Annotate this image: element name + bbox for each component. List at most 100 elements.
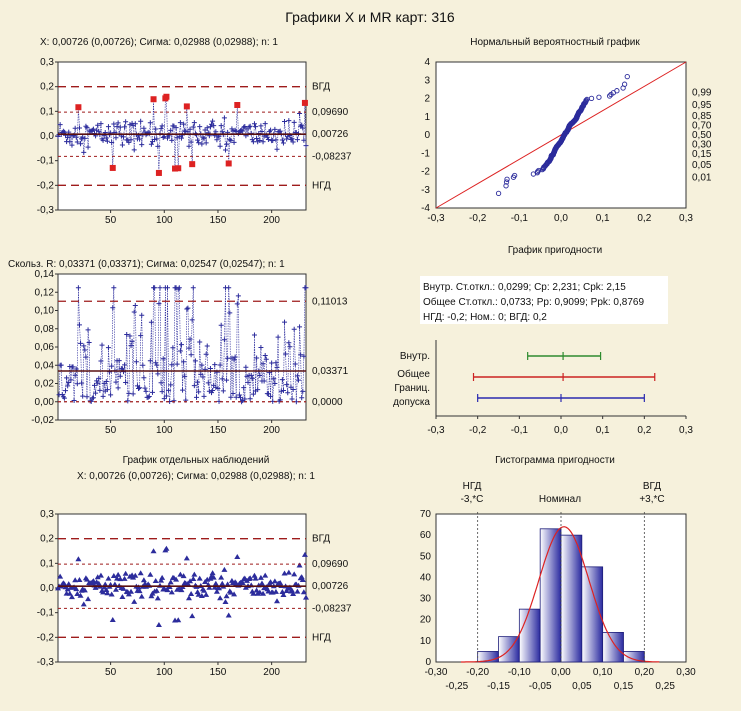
mr-chart-point bbox=[130, 391, 136, 397]
mr-chart-point bbox=[289, 396, 295, 402]
mr-chart-point bbox=[93, 390, 99, 396]
histogram-xtick: -0,10 bbox=[508, 667, 531, 678]
indiv-chart-point bbox=[76, 576, 83, 582]
mr-chart-point bbox=[117, 373, 123, 379]
mr-chart-point bbox=[176, 285, 182, 291]
indiv-chart-point bbox=[97, 572, 104, 578]
x-chart-point bbox=[218, 123, 224, 129]
indiv-chart-point bbox=[161, 585, 168, 591]
x-chart-point bbox=[123, 119, 129, 125]
x-chart-point bbox=[147, 120, 153, 126]
indiv-chart-point bbox=[239, 580, 246, 586]
indiv-chart-point bbox=[221, 566, 228, 572]
normal-ytick: 0 bbox=[424, 130, 430, 141]
indiv-chart-right-label: НГД bbox=[312, 632, 331, 643]
x-chart-point-out bbox=[109, 164, 116, 171]
histogram-normal-curve bbox=[461, 526, 660, 663]
indiv-chart-point bbox=[175, 617, 182, 623]
indiv-chart-right-label: 0,00726 bbox=[312, 581, 349, 592]
mr-chart-point bbox=[94, 378, 100, 384]
x-chart-point bbox=[288, 136, 294, 142]
mr-chart-point bbox=[122, 362, 128, 368]
mr-chart-point bbox=[160, 356, 166, 362]
indiv-chart-right-label: ВГД bbox=[312, 534, 330, 545]
mr-chart-point bbox=[111, 285, 117, 291]
mr-chart-xtick: 200 bbox=[263, 425, 280, 436]
mr-chart-point bbox=[84, 394, 90, 400]
mr-chart-point bbox=[131, 309, 137, 315]
mr-chart-ytick: 0,12 bbox=[35, 287, 55, 298]
indiv-chart-ytick: -0,1 bbox=[37, 608, 55, 619]
capability-chart: -0,3 -0,2 -0,1 0,0 0,1 0,2 0,3 Внутр. Общее Грани… bbox=[393, 340, 693, 436]
x-chart-point bbox=[78, 141, 84, 147]
normal-prob-tick: 0,95 bbox=[692, 100, 712, 111]
x-chart-point bbox=[274, 146, 280, 152]
normal-ytick: 2 bbox=[424, 94, 430, 105]
indiv-chart-point bbox=[257, 574, 264, 580]
indiv-chart-point bbox=[150, 548, 157, 554]
indiv-chart-point bbox=[190, 575, 197, 581]
histogram-xtick: -0,20 bbox=[466, 667, 489, 678]
mr-chart-subtitle: Скольз. R: 0,03371 (0,03371); Сигма: 0,0… bbox=[8, 259, 285, 270]
mr-chart-point bbox=[113, 379, 119, 385]
capability-title: График пригодности bbox=[508, 244, 602, 256]
x-chart-point bbox=[85, 144, 91, 150]
mr-chart-point bbox=[97, 387, 103, 393]
x-chart-point bbox=[168, 127, 174, 133]
x-chart-point-out bbox=[183, 103, 190, 110]
indiv-chart-point bbox=[108, 591, 115, 597]
mr-chart-right-label: 0,11013 bbox=[312, 296, 348, 307]
x-chart-point bbox=[104, 138, 110, 144]
indiv-chart-point bbox=[178, 587, 185, 593]
x-chart-point bbox=[251, 121, 257, 127]
mr-chart-point bbox=[285, 390, 291, 396]
mr-chart-point bbox=[129, 338, 135, 344]
mr-chart-point bbox=[261, 378, 267, 384]
x-chart-point bbox=[257, 138, 263, 144]
mr-chart-point bbox=[234, 301, 240, 307]
mr-chart-point bbox=[95, 380, 101, 386]
indiv-chart-point bbox=[102, 581, 109, 587]
mr-chart-point bbox=[205, 380, 211, 386]
indiv-chart-point bbox=[227, 589, 234, 595]
histogram-bar bbox=[602, 632, 624, 663]
x-chart-point bbox=[279, 137, 285, 143]
mr-chart-point bbox=[241, 385, 247, 391]
x-chart-point bbox=[253, 124, 259, 130]
histogram-xtick-minor: 0,05 bbox=[572, 681, 592, 692]
x-chart-point bbox=[186, 143, 192, 149]
indiv-chart-point bbox=[189, 613, 196, 619]
indiv-chart-point bbox=[252, 575, 259, 581]
indiv-chart-point bbox=[213, 588, 220, 594]
mr-chart-point bbox=[168, 382, 174, 388]
indiv-chart-point bbox=[212, 580, 219, 586]
mr-chart-point bbox=[100, 393, 106, 399]
indiv-chart-point bbox=[260, 590, 267, 596]
normal-xtick: 0,1 bbox=[596, 213, 610, 224]
x-chart-point bbox=[177, 120, 183, 126]
indiv-chart-point bbox=[256, 589, 263, 595]
indiv-chart-point bbox=[210, 574, 217, 580]
x-chart-point bbox=[82, 135, 88, 141]
x-chart-xtick: 150 bbox=[210, 215, 227, 226]
indiv-chart-point bbox=[154, 595, 161, 601]
mr-chart-point bbox=[197, 339, 203, 345]
x-chart-right-label: 0,00726 bbox=[312, 129, 349, 140]
x-chart-point bbox=[282, 118, 288, 124]
indiv-chart-point bbox=[303, 594, 309, 600]
mr-chart-point bbox=[236, 392, 242, 398]
indiv-chart-point bbox=[177, 571, 184, 577]
histogram-xtick-minor: -0,25 bbox=[445, 681, 468, 692]
indiv-chart-point bbox=[291, 571, 298, 577]
x-chart-point bbox=[217, 143, 223, 149]
mr-chart-point bbox=[287, 344, 293, 350]
x-chart-point bbox=[120, 134, 126, 140]
x-chart-point bbox=[181, 121, 187, 127]
mr-chart-point bbox=[249, 375, 255, 381]
indiv-chart-right-label: -0,08237 bbox=[312, 603, 352, 614]
mr-chart-point bbox=[254, 355, 260, 361]
indiv-chart-point bbox=[196, 575, 203, 581]
indiv-chart-point bbox=[109, 616, 116, 622]
histogram-ytick: 0 bbox=[425, 657, 431, 668]
normal-point bbox=[606, 93, 613, 99]
